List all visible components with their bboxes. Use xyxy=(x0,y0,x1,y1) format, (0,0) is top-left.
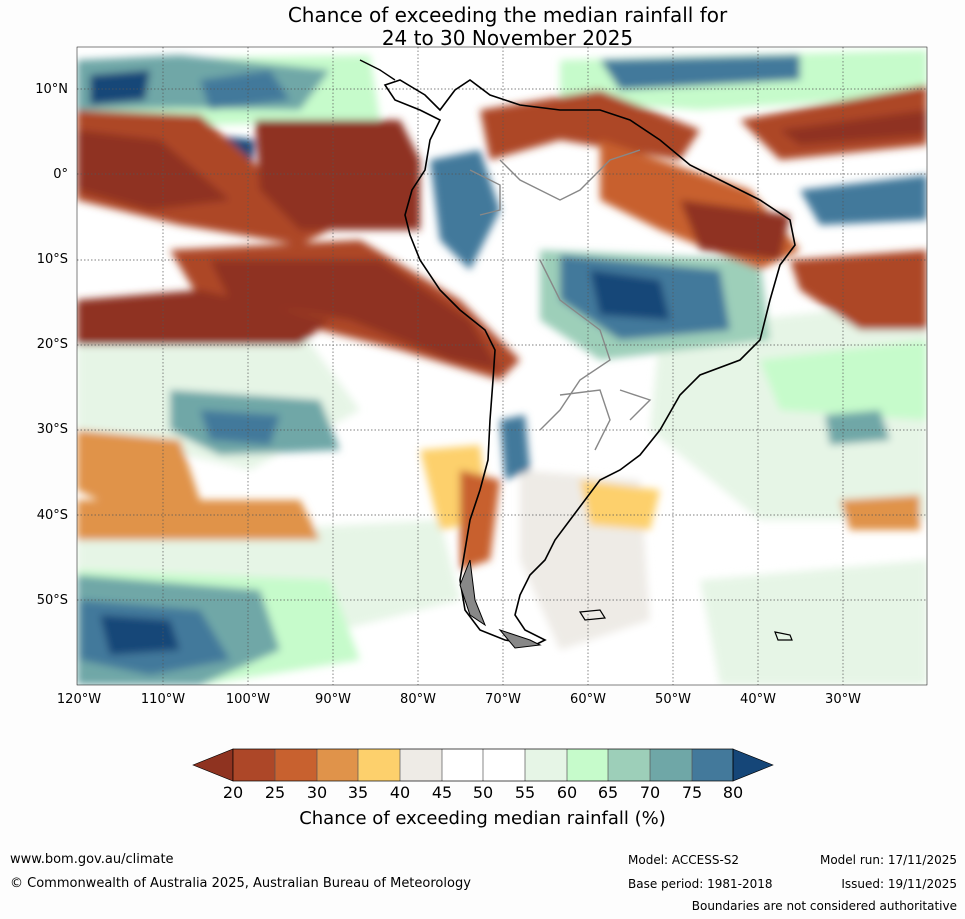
website-link[interactable]: www.bom.gov.au/climate xyxy=(10,852,174,867)
lat-label-40s: 40°S xyxy=(36,508,68,523)
copyright-text: © Commonwealth of Australia 2025, Austra… xyxy=(10,876,471,891)
colorbar-tick-60: 60 xyxy=(556,783,578,802)
colorbar-tick-20: 20 xyxy=(222,783,244,802)
colorbar-swatch-7 xyxy=(525,749,567,781)
model-text: Model: ACCESS-S2 xyxy=(628,853,740,867)
lon-label-70w: 70°W xyxy=(485,692,521,707)
colorbar-tick-55: 55 xyxy=(514,783,536,802)
lat-label-50s: 50°S xyxy=(36,593,68,608)
colorbar-tick-40: 40 xyxy=(389,783,411,802)
colorbar-separators xyxy=(274,749,693,781)
colorbar-under-arrow xyxy=(192,748,234,782)
colorbar-tick-45: 45 xyxy=(431,783,453,802)
lon-label-90w: 90°W xyxy=(315,692,351,707)
colorbar-swatch-2 xyxy=(317,749,358,781)
lon-label-50w: 50°W xyxy=(655,692,691,707)
probability-field xyxy=(77,47,927,685)
colorbar-swatch-3 xyxy=(358,749,400,781)
lon-label-110w: 110°W xyxy=(140,692,186,707)
country-borders xyxy=(469,149,652,451)
base-period-text: Base period: 1981-2018 xyxy=(628,877,773,891)
colorbar-swatch-0 xyxy=(233,749,275,781)
colorbar-swatch-8 xyxy=(567,749,608,781)
lat-label-10n: 10°N xyxy=(35,82,68,97)
title-line-1: Chance of exceeding the median rainfall … xyxy=(287,3,728,27)
colorbar-swatch-10 xyxy=(650,749,692,781)
lat-label-10s: 10°S xyxy=(36,252,68,267)
lat-label-30s: 30°S xyxy=(36,422,68,437)
coastline xyxy=(383,79,796,646)
map-title: Chance of exceeding the median rainfall … xyxy=(0,4,965,50)
colorbar-over-arrow xyxy=(732,748,774,782)
colorbar-tick-75: 75 xyxy=(681,783,703,802)
colorbar-label: Chance of exceeding median rainfall (%) xyxy=(299,808,666,829)
lon-label-60w: 60°W xyxy=(570,692,606,707)
lat-label-20s: 20°S xyxy=(36,337,68,352)
colorbar-swatch-5 xyxy=(442,749,483,781)
colorbar-swatch-11 xyxy=(692,749,733,781)
colorbar-swatch-4 xyxy=(400,749,442,781)
colorbar-tick-35: 35 xyxy=(347,783,369,802)
colorbar-tick-50: 50 xyxy=(472,783,494,802)
lon-label-120w: 120°W xyxy=(56,692,102,707)
model-run-text: Model run: 17/11/2025 xyxy=(819,853,957,867)
title-line-2: 24 to 30 November 2025 xyxy=(381,26,634,50)
lon-label-100w: 100°W xyxy=(225,692,271,707)
issued-text: Issued: 19/11/2025 xyxy=(841,877,957,891)
colorbar-tick-25: 25 xyxy=(264,783,286,802)
lon-label-80w: 80°W xyxy=(400,692,436,707)
colorbar-tick-80: 80 xyxy=(722,783,744,802)
colorbar-tick-70: 70 xyxy=(639,783,661,802)
lat-label-0: 0° xyxy=(53,167,68,182)
colorbar-swatch-6 xyxy=(483,749,525,781)
lon-label-40w: 40°W xyxy=(740,692,776,707)
colorbar-tick-65: 65 xyxy=(597,783,619,802)
colorbar-swatch-9 xyxy=(608,749,650,781)
colorbar-swatch-1 xyxy=(275,749,317,781)
colorbar-tick-30: 30 xyxy=(306,783,328,802)
lon-label-30w: 30°W xyxy=(825,692,861,707)
disclaimer-text: Boundaries are not considered authoritat… xyxy=(691,899,957,913)
